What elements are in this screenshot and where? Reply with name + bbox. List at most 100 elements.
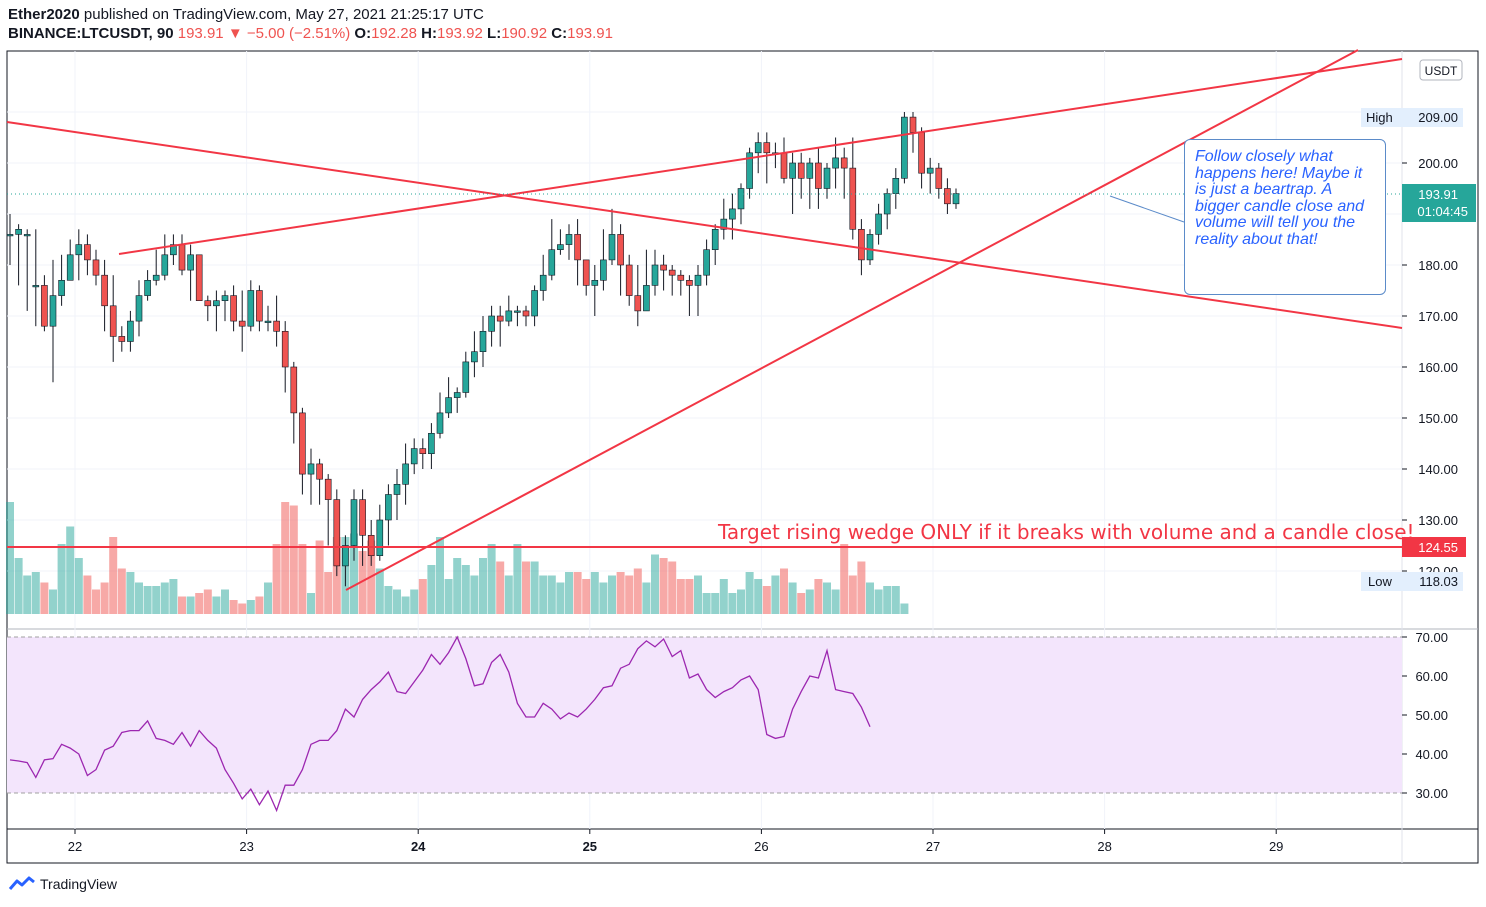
candle-body [729,208,736,220]
candle-body [651,264,659,286]
last-price-tag [1402,184,1476,222]
volume-bar [487,544,496,614]
close-label: C: [551,25,568,42]
time-tick-label: 22 [68,839,82,854]
open-label: O: [354,25,372,42]
price-axis[interactable]: 120.00130.00140.00150.00160.00170.00180.… [1402,105,1458,579]
candle-body [6,234,14,237]
candle-body [858,229,865,261]
candle-body [273,320,280,332]
candle-body [307,463,315,475]
rsi-tick-label: 50.00 [1415,708,1448,723]
volume-bar [840,544,849,614]
volume-bar [496,561,505,614]
volume-bar [315,540,324,614]
volume-bar [444,579,453,614]
volume-bar [272,544,281,614]
low-label: L: [487,25,502,42]
candle-body [849,167,857,230]
wedge-upper-line[interactable] [118,58,1403,255]
candle-body [479,330,487,352]
volume-bar [530,561,539,614]
candle-body [686,279,693,286]
volume-bar [255,596,264,614]
volume-bar [358,551,367,614]
candle-body [918,132,925,174]
volume-bar [92,589,100,614]
rsi-pane[interactable]: 30.00 40.00 50.00 60.00 70.00 [7,630,1448,813]
price-tick-label: 160.00 [1418,360,1458,375]
rsi-tick-label: 70.00 [1415,630,1448,645]
volume-bar [229,600,238,614]
volume-bar [350,533,358,614]
candle-body [204,300,212,307]
candle-body [187,254,194,271]
candle-body [625,264,633,296]
high-tag-value: 209.00 [1418,110,1458,125]
volume-bar [823,582,831,614]
volume-bar [298,544,307,614]
tradingview-footer[interactable]: TradingView [8,876,117,892]
volume-bar [307,593,315,614]
time-axis[interactable]: 22 23 24 25 26 27 28 29 [68,829,1284,854]
level-tag-value: 124.55 [1418,540,1458,555]
candle-body [66,254,74,281]
volume-bar [281,502,290,614]
candle-body [178,244,186,271]
candle-body [875,213,882,235]
candle-body [109,305,117,337]
volume-bar [857,561,866,614]
candle-body [883,193,891,215]
candle-body [557,244,564,251]
candle-body [617,234,624,266]
volume-bar [788,582,797,614]
currency-badge[interactable] [1419,59,1463,81]
candle-body [789,162,796,179]
candle-body [101,274,108,307]
candles[interactable] [6,112,960,587]
candle-body [754,142,762,154]
level-tag [1402,537,1466,557]
volume-bar [616,572,625,614]
volume-bar [238,603,247,614]
low-tag-label: Low [1368,574,1392,589]
target-annotation[interactable]: Target rising wedge ONLY if it breaks wi… [718,520,1415,544]
volume-bar [74,558,83,614]
candle-body [152,274,160,281]
volume-bar [40,582,49,614]
tradingview-logo-icon [8,876,35,890]
falling-trendline[interactable] [6,121,1403,329]
callout-note[interactable]: Follow closely what happens here! Maybe … [1184,139,1386,295]
candle-body [23,234,31,237]
candle-body [230,295,237,322]
volume-bar [573,572,582,614]
candle-body [256,290,263,322]
candle-body [823,167,831,189]
candle-body [522,310,530,317]
volume-bar [659,558,668,614]
time-tick-label: 24 [411,839,426,854]
low-tag [1361,572,1463,591]
candle-body [935,167,943,189]
volume-bar [31,572,40,614]
high-tag-label: High [1366,110,1393,125]
volume-bar [195,593,204,614]
candle-body [58,279,65,296]
candle-body [49,295,57,327]
volume-bar [866,582,874,614]
volume-bar [264,582,272,614]
candle-body [832,157,839,169]
candle-body [926,167,934,174]
volume-bar [410,589,419,614]
volume-bar [418,579,427,614]
volume-bar [324,572,333,614]
volume-bar [126,572,135,614]
candle-body [350,499,358,546]
volume-bar [590,572,599,614]
time-tick-label: 29 [1269,839,1283,854]
candle-body [367,534,375,556]
volume-bar [109,537,118,614]
author-name[interactable]: Ether2020 [8,6,80,23]
candle-body [170,244,177,256]
